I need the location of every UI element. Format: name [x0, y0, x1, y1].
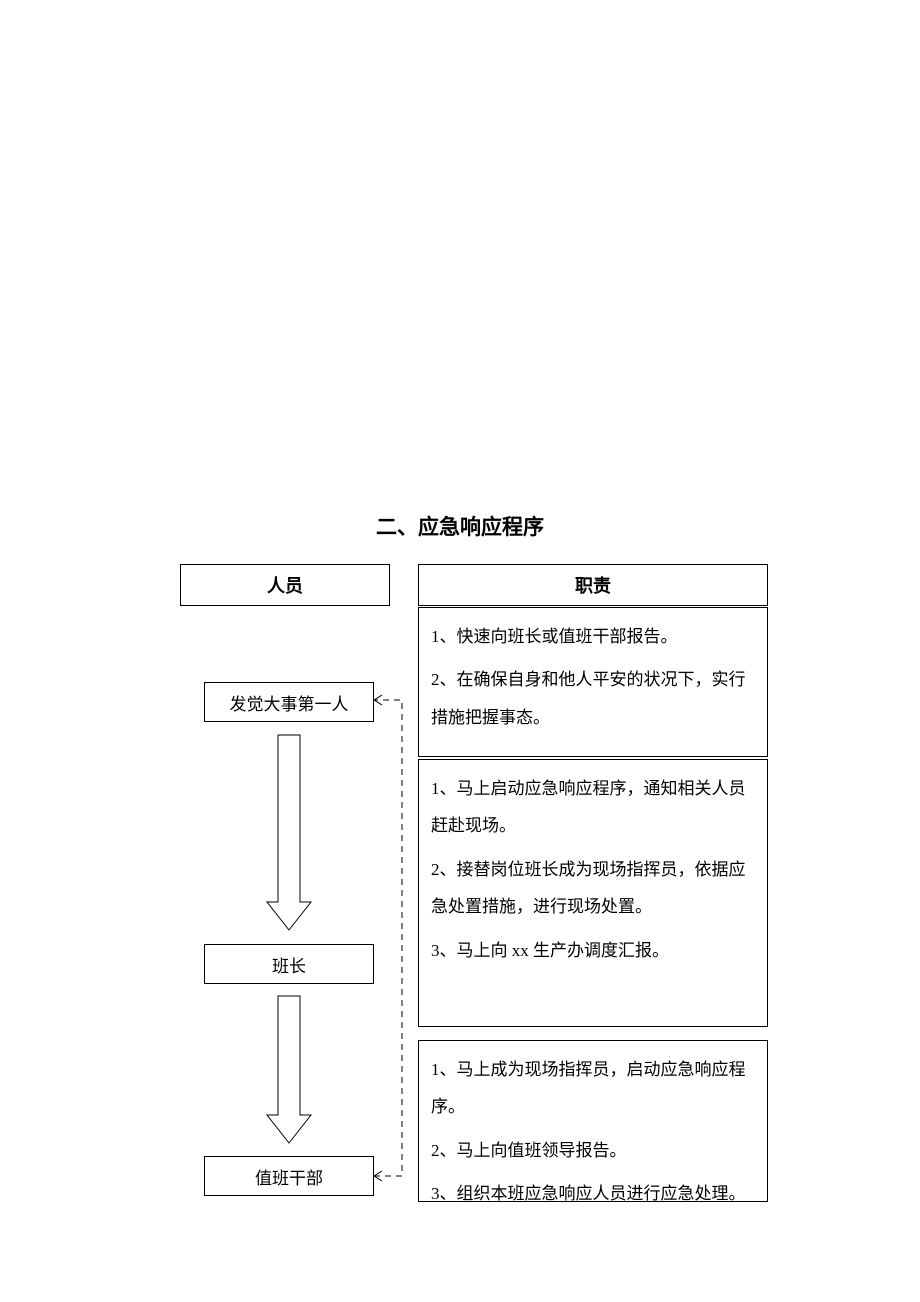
dashed-feedback-path [374, 700, 402, 1176]
duty-duty-cadre: 1、马上成为现场指挥员，启动应急响应程序。 2、马上向值班领导报告。 3、组织本班应… [418, 1040, 768, 1202]
duty-first-person: 1、快速向班长或值班干部报告。 2、在确保自身和他人平安的状况下，实行措施把握事态… [418, 607, 768, 757]
node-team-leader: 班长 [204, 944, 374, 984]
header-duty: 职责 [418, 564, 768, 606]
node-label: 值班干部 [255, 1164, 323, 1189]
node-first-person: 发觉大事第一人 [204, 682, 374, 722]
duty-team-leader: 1、马上启动应急响应程序，通知相关人员赶赴现场。2、接替岗位班长成为现场指挥员，… [418, 759, 768, 1027]
duty-item: 2、接替岗位班长成为现场指挥员，依据应急处置措施，进行现场处置。 [431, 851, 755, 926]
node-duty-cadre: 值班干部 [204, 1156, 374, 1196]
flow-arrow-1 [267, 735, 311, 930]
header-duty-label: 职责 [575, 572, 611, 598]
page-title: 二、应急响应程序 [0, 511, 920, 541]
duty-item: 2、在确保自身和他人平安的状况下，实行措施把握事态。 [431, 661, 755, 736]
duty-item: 1、快速向班长或值班干部报告。 [431, 618, 755, 655]
duty-item: 1、马上启动应急响应程序，通知相关人员赶赴现场。 [431, 770, 755, 845]
header-personnel: 人员 [180, 564, 390, 606]
duty-item: 3、马上向 xx 生产办调度汇报。 [431, 932, 755, 969]
duty-item: 3、组织本班应急响应人员进行应急处理。 [431, 1175, 755, 1202]
duty-item: 1、马上成为现场指挥员，启动应急响应程序。 [431, 1051, 755, 1126]
node-label: 班长 [272, 952, 306, 977]
flow-arrow-2 [267, 996, 311, 1143]
dashed-arrowhead [374, 695, 382, 705]
duty-item: 2、马上向值班领导报告。 [431, 1132, 755, 1169]
dashed-arrowhead [374, 1171, 382, 1181]
header-personnel-label: 人员 [267, 572, 303, 598]
node-label: 发觉大事第一人 [230, 690, 349, 715]
